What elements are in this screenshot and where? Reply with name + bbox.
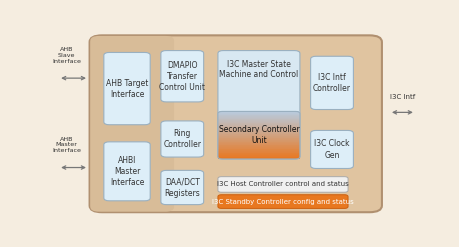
Text: AHB
Slave
Interface: AHB Slave Interface xyxy=(52,47,81,64)
Bar xyxy=(218,122,299,123)
FancyBboxPatch shape xyxy=(310,130,353,168)
Bar xyxy=(218,157,299,158)
Bar xyxy=(218,151,299,152)
Text: DMAPIO
Transfer
Control Unit: DMAPIO Transfer Control Unit xyxy=(159,61,205,92)
Bar xyxy=(218,141,299,142)
Bar xyxy=(218,132,299,133)
Bar xyxy=(218,156,299,157)
Text: I3C Intf: I3C Intf xyxy=(389,94,414,100)
Text: Ring
Controller: Ring Controller xyxy=(163,129,201,149)
Text: I3C Intf
Controller: I3C Intf Controller xyxy=(312,73,350,93)
Text: DAA/DCT
Registers: DAA/DCT Registers xyxy=(164,177,200,198)
Bar xyxy=(218,137,299,138)
FancyBboxPatch shape xyxy=(104,52,150,125)
Bar xyxy=(218,134,299,135)
Text: AHBI
Master
Interface: AHBI Master Interface xyxy=(110,156,144,187)
Bar xyxy=(218,145,299,146)
FancyBboxPatch shape xyxy=(310,56,353,109)
FancyBboxPatch shape xyxy=(104,142,150,201)
Bar xyxy=(218,123,299,124)
FancyBboxPatch shape xyxy=(90,35,381,212)
FancyBboxPatch shape xyxy=(161,121,203,157)
Bar xyxy=(218,117,299,118)
FancyBboxPatch shape xyxy=(218,51,299,159)
Bar xyxy=(218,144,299,145)
Bar xyxy=(218,131,299,132)
Bar xyxy=(218,126,299,127)
Bar xyxy=(218,135,299,136)
Bar xyxy=(218,152,299,153)
Bar xyxy=(218,158,299,159)
FancyBboxPatch shape xyxy=(161,51,203,102)
Bar xyxy=(218,136,299,137)
Text: AHB Target
Interface: AHB Target Interface xyxy=(106,79,148,99)
Bar xyxy=(218,124,299,125)
FancyBboxPatch shape xyxy=(218,195,347,208)
Bar xyxy=(218,119,299,120)
FancyBboxPatch shape xyxy=(161,170,203,205)
Text: I3C Host Controller control and status: I3C Host Controller control and status xyxy=(217,182,348,187)
Bar xyxy=(218,121,299,122)
Bar xyxy=(218,113,299,114)
Bar xyxy=(218,125,299,126)
FancyBboxPatch shape xyxy=(90,36,174,212)
Bar xyxy=(218,127,299,128)
Bar xyxy=(218,146,299,147)
Bar xyxy=(218,154,299,155)
Bar xyxy=(218,144,299,145)
Bar xyxy=(218,148,299,149)
Bar xyxy=(218,153,299,154)
Bar xyxy=(218,120,299,121)
Bar xyxy=(218,147,299,148)
Bar xyxy=(218,148,299,149)
Bar xyxy=(218,156,299,157)
Bar xyxy=(218,114,299,115)
Bar xyxy=(218,125,299,126)
Bar xyxy=(218,129,299,130)
Bar xyxy=(218,115,299,116)
Bar xyxy=(218,128,299,129)
Bar xyxy=(218,143,299,144)
Text: I3C Standby Controller config and status: I3C Standby Controller config and status xyxy=(212,199,353,205)
Bar xyxy=(218,130,299,131)
Bar xyxy=(218,149,299,150)
Bar xyxy=(218,114,299,115)
Bar xyxy=(218,118,299,119)
FancyBboxPatch shape xyxy=(218,177,347,192)
Bar xyxy=(218,139,299,140)
Bar xyxy=(218,112,299,113)
Bar xyxy=(218,111,299,112)
Text: I3C Clock
Gen: I3C Clock Gen xyxy=(313,139,349,160)
Bar xyxy=(218,129,299,130)
Bar xyxy=(218,137,299,138)
Text: I3C Master State
Machine and Control: I3C Master State Machine and Control xyxy=(219,60,298,79)
Bar xyxy=(218,152,299,153)
Bar xyxy=(218,150,299,151)
Bar xyxy=(218,140,299,141)
Text: Secondary Controller
Unit: Secondary Controller Unit xyxy=(218,125,299,145)
Bar xyxy=(218,141,299,142)
Bar xyxy=(218,138,299,139)
Bar xyxy=(218,142,299,143)
Bar xyxy=(218,133,299,134)
Bar xyxy=(218,133,299,134)
Bar xyxy=(218,155,299,156)
Bar xyxy=(218,122,299,123)
Bar xyxy=(218,118,299,119)
Text: AHB
Master
Interface: AHB Master Interface xyxy=(52,137,81,153)
Bar xyxy=(218,116,299,117)
